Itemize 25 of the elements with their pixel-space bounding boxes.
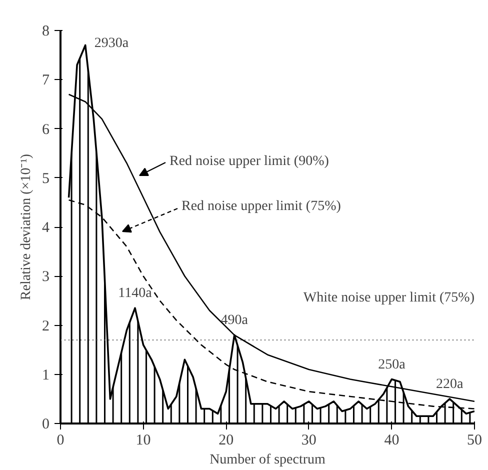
x-tick-label: 0: [56, 432, 64, 448]
y-tick-label: 5: [42, 170, 50, 187]
annotation: 250a: [378, 357, 406, 372]
annotation: 2930a: [94, 36, 130, 52]
annotation: 1140a: [118, 286, 153, 302]
ref-line-label: White noise upper limit (75%): [303, 290, 475, 306]
y-tick-label: 6: [42, 122, 50, 138]
x-tick-label: 30: [301, 432, 316, 448]
y-tick-label: 2: [42, 318, 50, 334]
annotation: Red noise upper limit (90%): [170, 154, 330, 169]
y-axis-title: Relative deviation (×10⁻¹): [19, 154, 34, 300]
x-tick-label: 10: [136, 432, 151, 448]
y-tick-label: 7: [42, 72, 50, 89]
annotation: 220a: [436, 376, 464, 392]
annotation: Red noise upper limit (75%): [182, 199, 342, 214]
y-tick-label: 1: [42, 367, 50, 384]
x-tick-label: 20: [218, 432, 234, 448]
x-tick-label: 50: [467, 432, 482, 448]
y-tick-label: 8: [42, 24, 50, 40]
x-tick-label: 40: [384, 432, 400, 448]
x-axis-title: Number of spectrum: [210, 452, 326, 468]
y-tick-label: 4: [42, 220, 50, 236]
y-tick-label: 0: [42, 416, 50, 432]
annotation: 490a: [220, 313, 249, 328]
y-tick-label: 3: [42, 269, 50, 286]
